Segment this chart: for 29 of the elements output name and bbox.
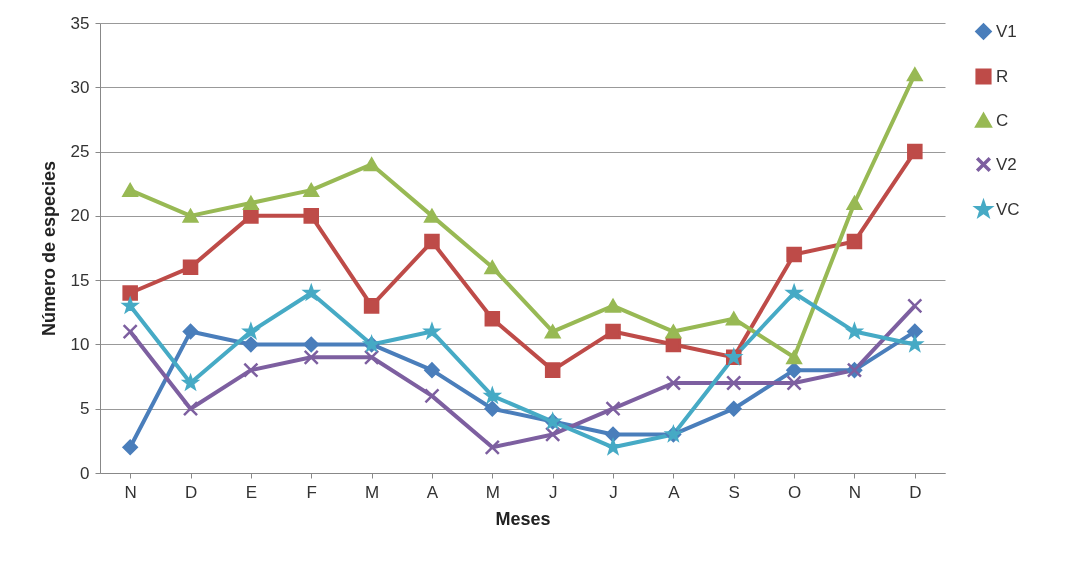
y-tick-label: 0 xyxy=(80,463,90,483)
x-tick-label: S xyxy=(728,482,740,502)
x-tick-label: M xyxy=(365,482,380,502)
x-tick-label: A xyxy=(426,482,439,502)
legend-label: V2 xyxy=(996,154,1017,174)
x-tick-label: M xyxy=(485,482,500,502)
x-tick-label: J xyxy=(609,482,618,502)
x-tick-label: F xyxy=(306,482,317,502)
y-tick-label: 20 xyxy=(70,206,90,226)
x-tick-label: J xyxy=(548,482,558,502)
y-tick-label: 35 xyxy=(70,13,90,33)
legend-label: C xyxy=(996,110,1009,130)
legend-label: V1 xyxy=(996,21,1017,41)
y-tick-label: 5 xyxy=(80,399,90,419)
x-tick-label: A xyxy=(668,482,681,502)
x-tick-label: N xyxy=(124,482,137,502)
y-tick-label: 15 xyxy=(70,270,90,290)
x-tick-label: O xyxy=(787,482,802,502)
x-tick-label: D xyxy=(184,482,198,502)
x-tick-label: N xyxy=(848,482,862,502)
legend-label: VC xyxy=(996,199,1020,219)
x-tick-label: D xyxy=(909,482,922,502)
y-axis-title: Número de especies xyxy=(38,160,59,337)
y-tick-label: 10 xyxy=(70,334,90,354)
y-tick-label: 25 xyxy=(70,142,90,162)
x-axis-title: Meses xyxy=(495,508,551,529)
legend-label: R xyxy=(996,66,1009,86)
y-tick-label: 30 xyxy=(70,77,90,97)
x-tick-label: E xyxy=(245,482,258,502)
